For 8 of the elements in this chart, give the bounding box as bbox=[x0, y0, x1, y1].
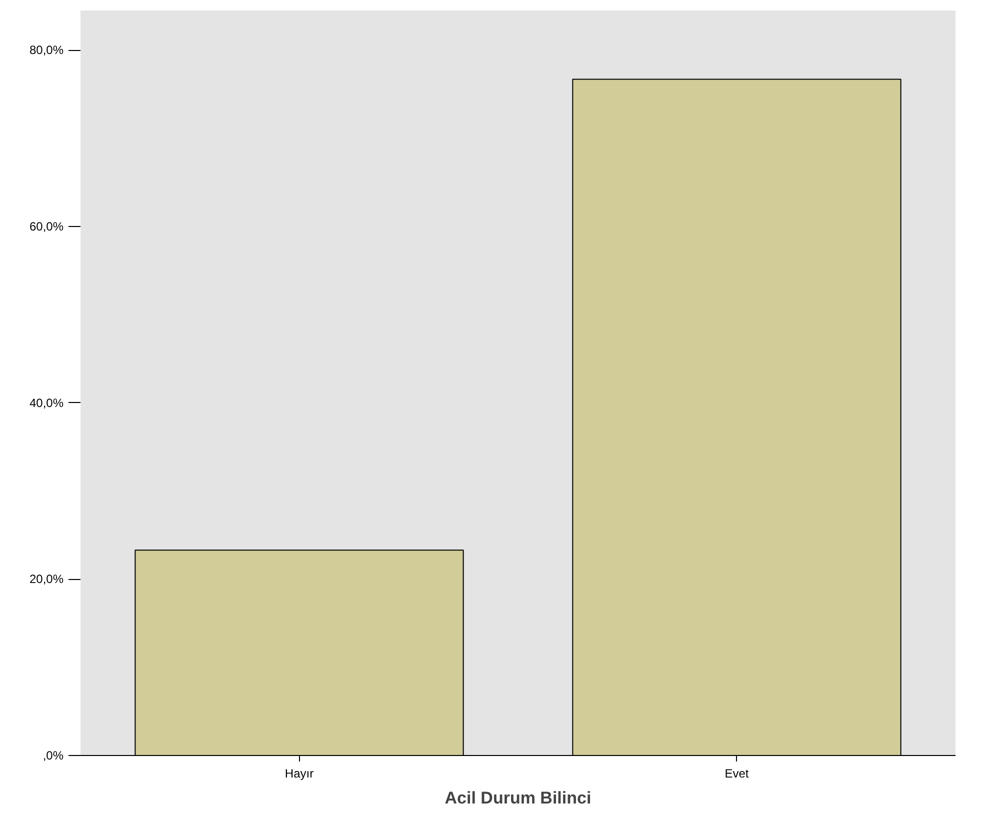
x-tick-label: Evet bbox=[724, 766, 750, 780]
y-tick-label: 40,0% bbox=[29, 396, 64, 410]
x-tick-label: Hayır bbox=[284, 766, 314, 780]
y-tick-label: 20,0% bbox=[29, 572, 64, 586]
x-axis-title: Acil Durum Bilinci bbox=[444, 788, 592, 808]
y-tick-label: ,0% bbox=[42, 748, 64, 762]
y-tick-label: 60,0% bbox=[29, 220, 64, 234]
y-tick-label: 80,0% bbox=[29, 43, 64, 58]
